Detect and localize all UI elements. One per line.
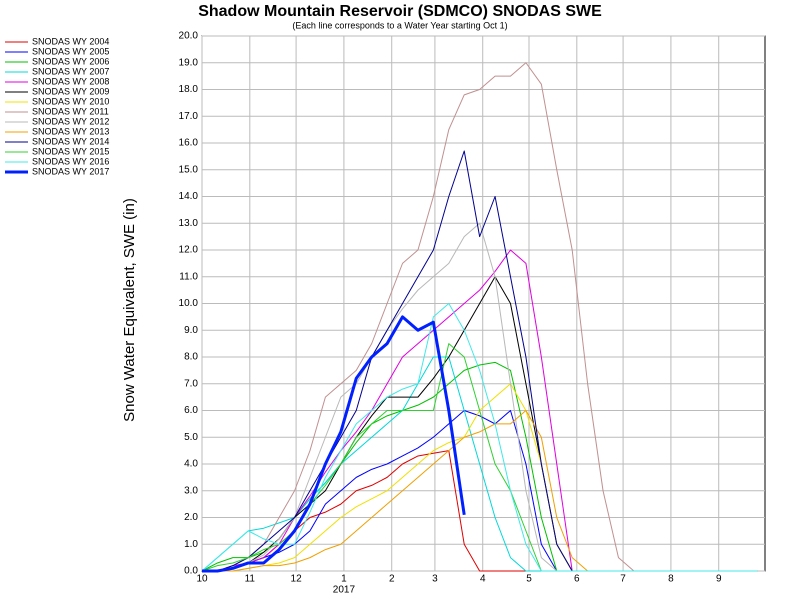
legend-label: SNODAS WY 2012 <box>32 116 109 126</box>
x-tick-label: 12 <box>291 574 303 585</box>
y-tick-label: 15.0 <box>179 164 199 175</box>
x-tick-label: 3 <box>432 574 438 585</box>
series-line <box>201 361 758 572</box>
x-tick-label: 6 <box>574 574 580 585</box>
series-line <box>201 343 758 572</box>
series-line <box>202 222 758 572</box>
legend-label: SNODAS WY 2011 <box>32 106 109 116</box>
y-tick-label: 3.0 <box>184 485 198 496</box>
x-tick-label: 7 <box>620 574 626 585</box>
y-tick-label: 7.0 <box>184 378 198 389</box>
legend-label: SNODAS WY 2007 <box>32 66 109 76</box>
legend-label: SNODAS WY 2005 <box>32 46 109 56</box>
y-tick-label: 6.0 <box>184 405 198 416</box>
y-tick-label: 1.0 <box>184 539 198 550</box>
legend-label: SNODAS WY 2015 <box>32 146 109 156</box>
y-tick-label: 19.0 <box>179 57 199 68</box>
y-tick-label: 18.0 <box>179 84 199 95</box>
y-tick-label: 14.0 <box>179 191 199 202</box>
series-line <box>202 276 758 572</box>
x-tick-label: 5 <box>526 574 532 585</box>
legend-label: SNODAS WY 2016 <box>32 156 109 166</box>
y-tick-label: 8.0 <box>184 352 198 363</box>
x-tick-label: 10 <box>196 574 208 585</box>
x-tick-label: 4 <box>480 574 486 585</box>
series-line <box>202 150 758 572</box>
x-tick-label: 1 <box>341 574 347 585</box>
y-tick-label: 12.0 <box>179 245 199 256</box>
y-tick-label: 2.0 <box>184 512 198 523</box>
x-tick-label: 11 <box>245 574 256 585</box>
y-tick-label: 10.0 <box>179 298 199 309</box>
y-tick-label: 0.0 <box>184 566 198 577</box>
legend-label: SNODAS WY 2008 <box>32 76 109 86</box>
y-tick-label: 4.0 <box>184 459 198 470</box>
x-tick-label: 9 <box>716 574 722 585</box>
series-line <box>202 62 758 572</box>
series-line <box>202 315 466 573</box>
y-axis-label: Snow Water Equivalent, SWE (in) <box>121 198 138 422</box>
chart-title: Shadow Mountain Reservoir (SDMCO) SNODAS… <box>198 3 602 20</box>
x-tick-label: 8 <box>668 574 674 585</box>
legend-label: SNODAS WY 2014 <box>32 136 109 146</box>
y-tick-label: 5.0 <box>184 432 198 443</box>
y-tick-label: 20.0 <box>179 31 199 42</box>
x-year-label: 2017 <box>333 585 356 596</box>
legend-label: SNODAS WY 2013 <box>32 126 109 136</box>
y-tick-label: 11.0 <box>179 271 198 282</box>
series-line <box>201 303 758 572</box>
legend-label: SNODAS WY 2006 <box>32 56 109 66</box>
y-tick-label: 16.0 <box>179 138 199 149</box>
legend-label: SNODAS WY 2009 <box>32 86 109 96</box>
legend-label: SNODAS WY 2004 <box>32 36 109 46</box>
y-tick-label: 9.0 <box>184 325 198 336</box>
legend-label: SNODAS WY 2017 <box>32 166 109 176</box>
series-line <box>202 450 758 572</box>
legend-label: SNODAS WY 2010 <box>32 96 109 106</box>
y-tick-label: 13.0 <box>179 218 199 229</box>
x-tick-label: 2 <box>389 574 395 585</box>
chart-subtitle: (Each line corresponds to a Water Year s… <box>292 20 507 30</box>
y-tick-label: 17.0 <box>179 111 199 122</box>
